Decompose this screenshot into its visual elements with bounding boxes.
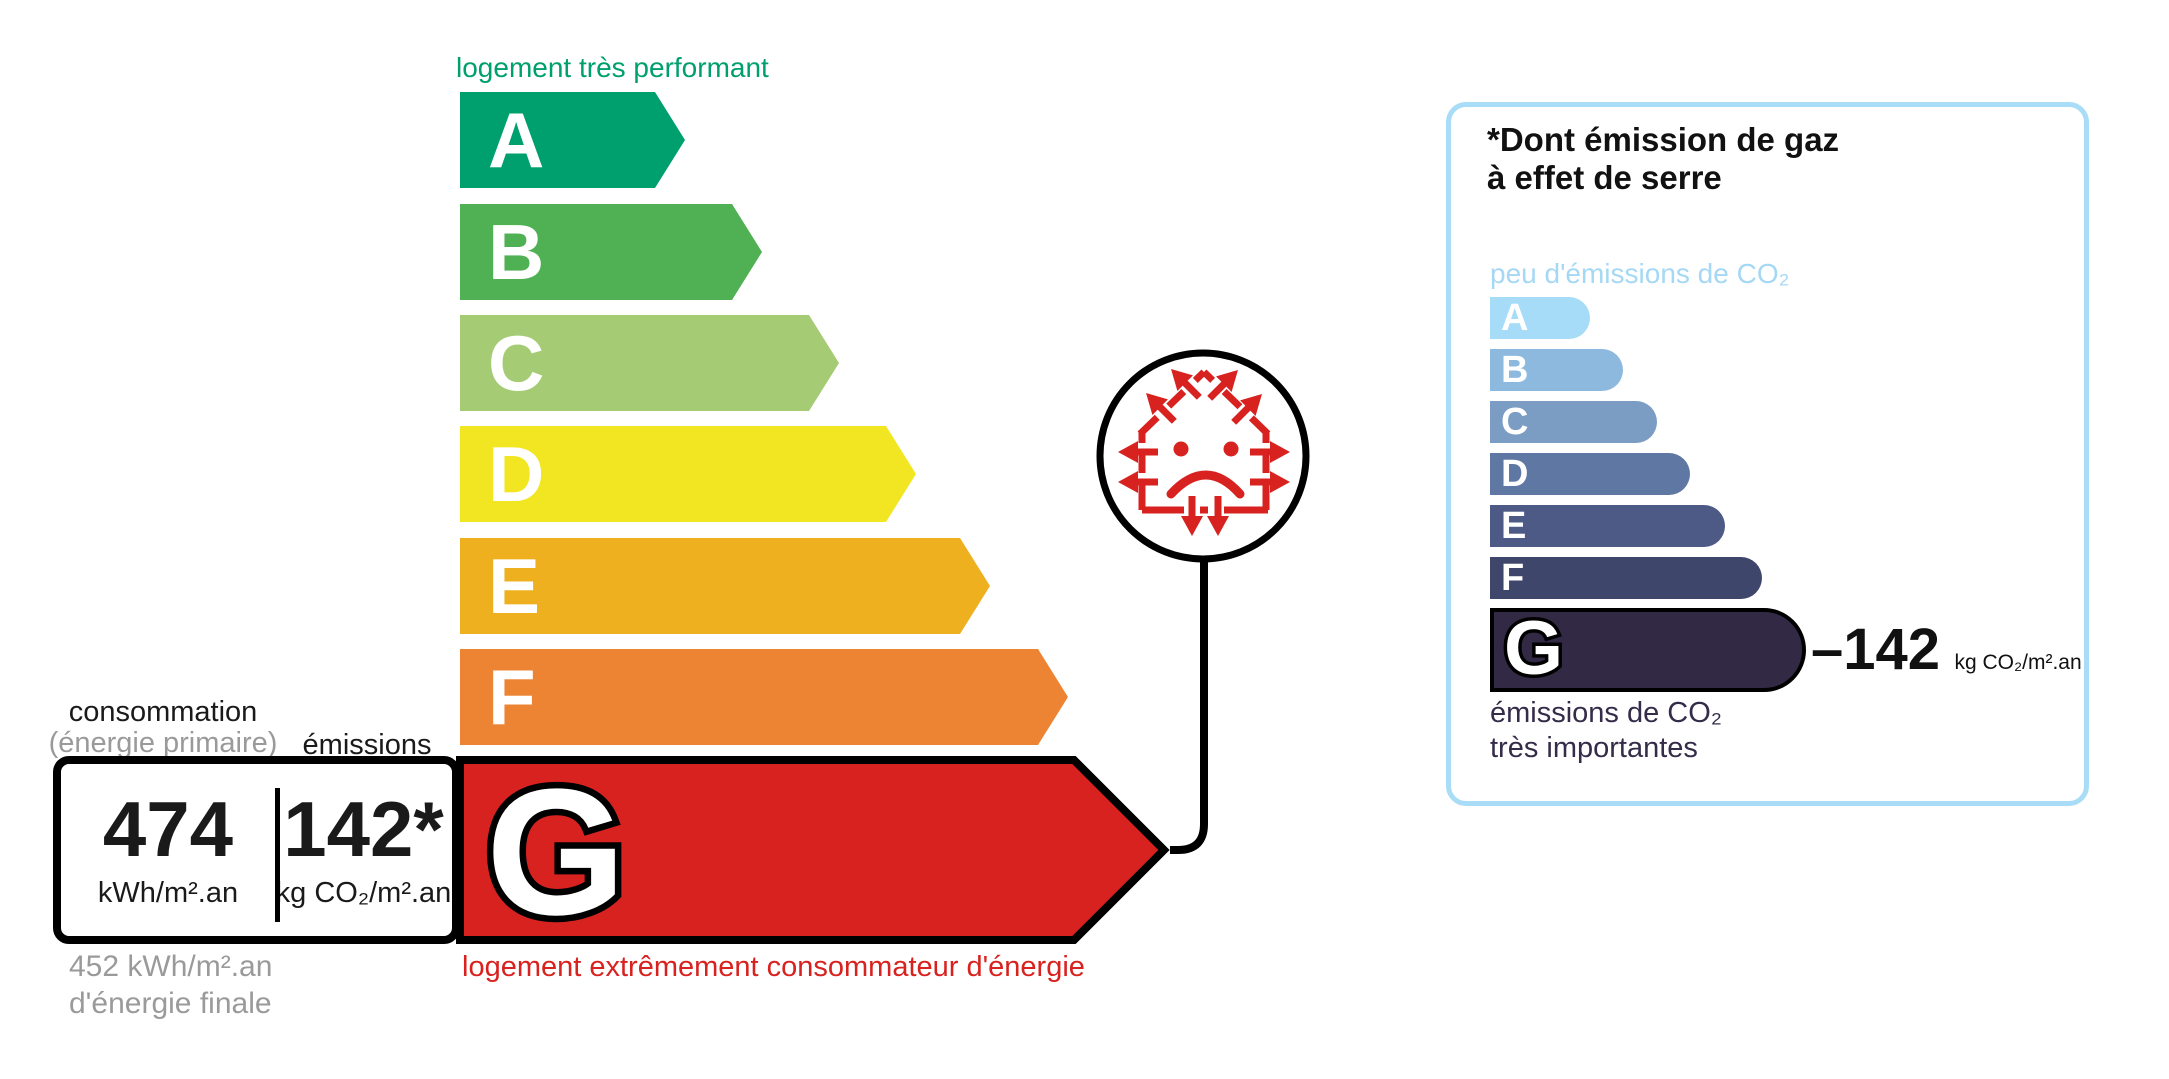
co2-value: –142 bbox=[1811, 617, 1941, 682]
energy-class-arrow-e: E bbox=[460, 538, 990, 634]
high-emissions-label: émissions de CO₂ très importantes bbox=[1490, 696, 1722, 766]
co2-class-bar-g-current: G bbox=[1490, 608, 1806, 692]
energy-class-letter: E bbox=[488, 542, 541, 630]
emissions-value: 142* bbox=[283, 785, 444, 873]
co2-class-letter: D bbox=[1501, 453, 1529, 495]
co2-class-bar-b: B bbox=[1490, 349, 1623, 391]
co2-class-letter-g: G bbox=[1501, 611, 1567, 689]
co2-class-letter: E bbox=[1501, 505, 1527, 547]
co2-class-letter: C bbox=[1501, 401, 1529, 443]
energy-class-letter: B bbox=[488, 208, 545, 296]
sad-house-icon bbox=[1118, 361, 1290, 536]
high-emissions-line1: émissions de CO₂ bbox=[1490, 697, 1723, 729]
svg-text:G: G bbox=[1504, 611, 1563, 689]
co2-class-bar-c: C bbox=[1490, 401, 1657, 443]
consumption-label: consommation bbox=[68, 696, 258, 728]
co2-panel-title: *Dont émission de gaz à effet de serre bbox=[1487, 121, 1839, 197]
co2-value-unit: kg CO₂/m².an bbox=[1954, 651, 2082, 674]
co2-class-letter: A bbox=[1501, 297, 1529, 339]
emissions-label: émissions bbox=[302, 729, 432, 761]
house-eye-right bbox=[1223, 441, 1239, 457]
value-box-divider bbox=[275, 788, 280, 922]
co2-class-bar-e: E bbox=[1490, 505, 1725, 547]
primary-energy-unit: kWh/m².an bbox=[97, 877, 239, 909]
co2-panel-title-line1: *Dont émission de gaz bbox=[1487, 121, 1840, 158]
energy-class-letter-g: G bbox=[486, 755, 626, 945]
co2-class-letter: F bbox=[1501, 557, 1525, 599]
emissions-unit: kg CO₂/m².an bbox=[275, 877, 452, 909]
final-energy-line2: d'énergie finale bbox=[69, 987, 272, 1020]
consumption-value-box: 474 kWh/m².an 142* kg CO₂/m².an bbox=[53, 756, 460, 944]
energy-class-arrow-f: F bbox=[460, 649, 1068, 745]
energy-class-arrow-g-current: G bbox=[456, 755, 1170, 945]
energy-class-letter: F bbox=[488, 653, 536, 741]
co2-value-row: –142 kg CO₂/m².an bbox=[1811, 608, 2082, 692]
primary-energy-value: 474 bbox=[102, 785, 234, 873]
very-efficient-label: logement très performant bbox=[456, 52, 769, 83]
house-eye-left bbox=[1173, 441, 1189, 457]
primary-energy-sublabel: (énergie primaire) bbox=[48, 727, 278, 759]
co2-class-bar-f: F bbox=[1490, 557, 1762, 599]
house-frown bbox=[1166, 470, 1245, 499]
primary-energy-cell: 474 kWh/m².an bbox=[61, 764, 275, 936]
co2-emissions-panel: *Dont émission de gaz à effet de serre p… bbox=[1446, 102, 2089, 806]
final-energy-note: 452 kWh/m².an d'énergie finale bbox=[69, 948, 272, 1022]
energy-class-arrow-a: A bbox=[460, 92, 685, 188]
emissions-cell: 142* kg CO₂/m².an bbox=[275, 764, 452, 936]
energy-class-arrow-d: D bbox=[460, 426, 916, 522]
g-arrow-shape bbox=[456, 756, 1170, 944]
connector-line bbox=[1170, 556, 1208, 854]
co2-class-letter: B bbox=[1501, 349, 1529, 391]
energy-class-letter: C bbox=[488, 319, 545, 407]
co2-panel-title-line2: à effet de serre bbox=[1487, 159, 1722, 196]
energy-class-arrow-b: B bbox=[460, 204, 762, 300]
co2-class-bar-a: A bbox=[1490, 297, 1590, 339]
energy-class-letter: A bbox=[488, 96, 545, 184]
very-consuming-label: logement extrêmement consommateur d'éner… bbox=[462, 951, 1085, 983]
low-emissions-label: peu d'émissions de CO₂ bbox=[1490, 258, 1790, 289]
sad-house-circle bbox=[1096, 349, 1310, 563]
final-energy-line1: 452 kWh/m².an bbox=[69, 950, 273, 983]
co2-class-bar-d: D bbox=[1490, 453, 1690, 495]
energy-class-letter: D bbox=[488, 430, 545, 518]
energy-class-arrow-c: C bbox=[460, 315, 839, 411]
high-emissions-line2: très importantes bbox=[1490, 732, 1698, 764]
